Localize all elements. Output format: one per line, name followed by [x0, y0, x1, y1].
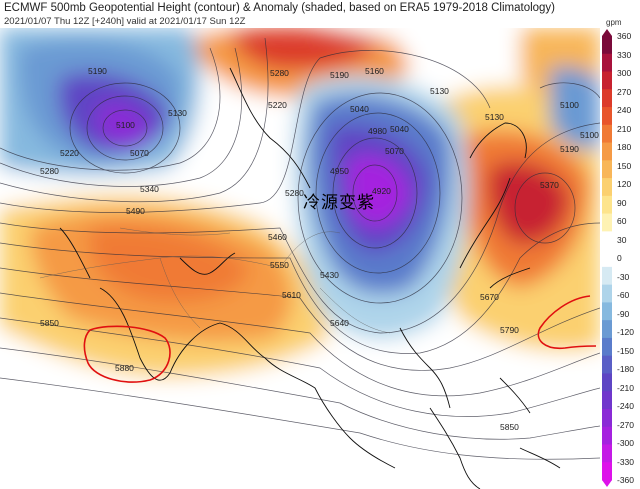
colorbar-swatch [602, 391, 612, 410]
contour-label: 5610 [282, 290, 301, 300]
annotation-cold-source: 冷源变紫 [303, 193, 375, 213]
contour-label: 5850 [500, 422, 519, 432]
contour-label: 5100 [560, 100, 579, 110]
contour-label: 4920 [372, 186, 391, 196]
contour-label: 5130 [430, 86, 449, 96]
colorbar-tick-label: -150 [617, 345, 635, 356]
contour-label: 5130 [485, 112, 504, 122]
colorbar-swatch [602, 373, 612, 392]
contour-label: 5280 [40, 166, 59, 176]
contour-label: 5040 [390, 124, 409, 134]
colorbar-tick-label: -180 [617, 364, 635, 374]
contour-label: 5670 [480, 292, 499, 302]
contour-label: 5070 [130, 148, 149, 158]
contour-label: 5280 [285, 188, 304, 198]
chart-title: ECMWF 500mb Geopotential Height (contour… [4, 2, 556, 14]
colorbar-tick-label: 0 [617, 253, 622, 263]
colorbar-min-arrow [602, 480, 612, 487]
contour-label: 5220 [268, 100, 287, 110]
colorbar-swatch [602, 142, 612, 161]
contour-label: 5790 [500, 325, 519, 335]
contour-label: 5190 [88, 66, 107, 76]
colorbar-swatch [602, 462, 612, 481]
colorbar-swatch [602, 266, 612, 286]
colorbar-swatch [602, 284, 612, 303]
colorbar-tick-label: 30 [617, 234, 627, 245]
colorbar-swatch [602, 320, 612, 339]
colorbar-swatch [602, 213, 612, 232]
colorbar-swatch [602, 124, 612, 144]
contour-label: 5370 [540, 180, 559, 190]
contour-label: 5880 [115, 363, 134, 373]
hand-drawn-annotations [83, 295, 597, 383]
colorbar-swatch [602, 89, 612, 108]
colorbar-swatch [602, 195, 612, 215]
contour-label: 5160 [365, 66, 384, 76]
colorbar-tick-label: 360 [617, 31, 632, 41]
anomaly-shading [0, 28, 600, 489]
colorbar-swatch [602, 107, 612, 126]
colorbar-swatch [602, 53, 612, 73]
colorbar-swatch [602, 36, 612, 55]
colorbar-tick-label: -360 [617, 475, 635, 485]
contour-label: 5640 [330, 318, 349, 328]
contour-label: 5850 [40, 318, 59, 328]
contour-label: 5070 [385, 146, 404, 156]
colorbar-tick-label: -30 [617, 271, 630, 282]
colorbar-tick-label: 330 [617, 49, 632, 60]
colorbar-swatch [602, 178, 612, 197]
colorbar-tick-label: 90 [617, 197, 627, 208]
colorbar [602, 29, 612, 487]
contour-label: 5430 [320, 270, 339, 280]
contour-label: 5340 [140, 184, 159, 194]
colorbar-swatch [602, 408, 612, 428]
contour-label: 5550 [270, 260, 289, 270]
colorbar-swatch [602, 160, 612, 179]
colorbar-swatch [602, 71, 612, 90]
colorbar-tick-label: -120 [617, 327, 635, 337]
colorbar-swatch [602, 302, 612, 321]
colorbar-swatch [602, 337, 612, 357]
contour-label: 5100 [116, 120, 135, 130]
height-contours [0, 37, 600, 460]
contour-label: 5490 [126, 206, 145, 216]
colorbar-swatch [602, 249, 612, 268]
colorbar-swatch [602, 426, 612, 445]
contour-label: 5130 [168, 108, 187, 118]
colorbar-tick-label: 240 [617, 105, 632, 115]
colorbar-tick-label: 300 [617, 68, 632, 78]
colorbar-unit: gpm [606, 18, 622, 27]
colorbar-tick-label: -270 [617, 419, 635, 430]
colorbar-tick-label: -300 [617, 438, 635, 448]
colorbar-tick-label: -90 [617, 308, 630, 319]
contour-label: 5190 [560, 144, 579, 154]
coastlines [59, 67, 561, 489]
contour-label: 4980 [368, 126, 387, 136]
colorbar-max-arrow [602, 29, 612, 36]
colorbar-swatch [602, 444, 612, 463]
colorbar-tick-label: -330 [617, 456, 635, 467]
colorbar-tick-label: 60 [617, 216, 627, 226]
contour-label: 5460 [268, 232, 287, 242]
colorbar-tick-label: 180 [617, 142, 632, 152]
contour-label: 5190 [330, 70, 349, 80]
colorbar-tick-label: -240 [617, 401, 635, 411]
contour-label: 5040 [350, 104, 369, 114]
colorbar-tick-label: -60 [617, 290, 630, 300]
colorbar-tick-label: 120 [617, 179, 632, 189]
colorbar-swatch [602, 231, 612, 250]
country-borders [39, 227, 391, 334]
contour-label: 5100 [580, 130, 599, 140]
valid-time-subtitle: 2021/01/07 Thu 12Z [+240h] valid at 2021… [4, 16, 246, 27]
colorbar-tick-label: 270 [617, 86, 632, 97]
colorbar-tick-label: 150 [617, 160, 632, 171]
contour-label: 4950 [330, 166, 349, 176]
colorbar-swatch [602, 355, 612, 374]
contour-label: 5280 [270, 68, 289, 78]
colorbar-tick-label: -210 [617, 382, 635, 393]
colorbar-tick-label: 210 [617, 123, 632, 134]
contour-label: 5220 [60, 148, 79, 158]
